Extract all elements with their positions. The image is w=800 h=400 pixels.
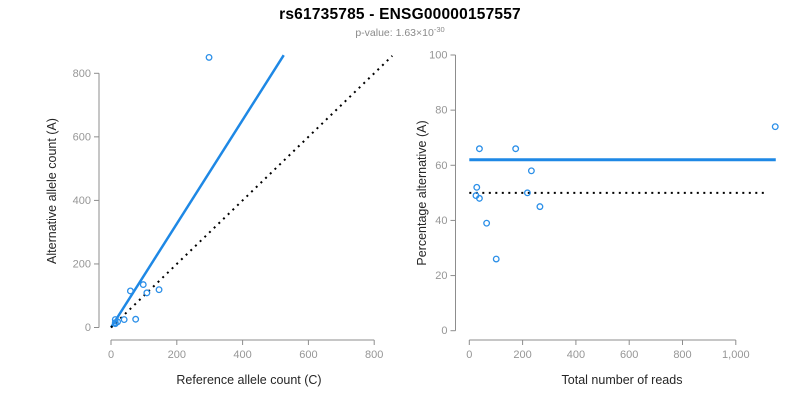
y-tick-label: 200 xyxy=(73,258,91,270)
y-tick-label: 20 xyxy=(435,270,447,282)
x-axis-title: Reference allele count (C) xyxy=(176,373,321,387)
data-point xyxy=(114,318,122,326)
data-point xyxy=(143,289,151,297)
data-point xyxy=(473,183,481,191)
y-tick-label: 600 xyxy=(73,131,91,143)
y-tick-label: 60 xyxy=(435,160,447,172)
fit-line xyxy=(109,54,285,329)
data-point xyxy=(155,286,163,294)
pvalue-label: p-value: 1.63×10 xyxy=(355,27,434,39)
x-tick-label: 0 xyxy=(466,349,472,361)
x-tick-label: 800 xyxy=(365,349,383,361)
identity-line xyxy=(110,55,393,329)
pvalue-exponent: -30 xyxy=(433,25,445,34)
x-tick-label: 600 xyxy=(299,349,317,361)
y-tick-label: 100 xyxy=(429,50,447,62)
plot-title: rs61735785 - ENSG00000157557 xyxy=(279,6,521,23)
data-point xyxy=(483,219,491,227)
y-axis-title: Alternative allele count (A) xyxy=(45,118,59,264)
data-point xyxy=(139,281,147,289)
y-tick-label: 0 xyxy=(441,325,447,337)
y-axis-title: Percentage alternative (A) xyxy=(415,120,429,265)
x-tick-label: 1,000 xyxy=(722,349,750,361)
data-point xyxy=(771,123,779,131)
x-axis-title: Total number of reads xyxy=(562,373,683,387)
x-tick-label: 200 xyxy=(168,349,186,361)
y-tick-label: 800 xyxy=(73,68,91,80)
x-tick-label: 200 xyxy=(513,349,531,361)
y-tick-label: 80 xyxy=(435,105,447,117)
data-point xyxy=(512,145,520,153)
data-point xyxy=(475,145,483,153)
allele-counts-scatter: 0 200 400 600 800 0 200 400 600 800 Reference alle… xyxy=(45,53,393,387)
data-point xyxy=(527,167,535,175)
percentage-vs-reads-scatter: 0 20 40 60 80 100 0 200 400 600 800 1,000 Total numb… xyxy=(415,50,779,387)
data-point xyxy=(205,53,213,61)
data-point xyxy=(523,189,531,197)
plot-subtitle: p-value: 1.63×10-30 xyxy=(0,25,800,39)
x-tick-label: 400 xyxy=(233,349,251,361)
data-point xyxy=(126,287,134,295)
data-point xyxy=(475,194,483,202)
data-point xyxy=(132,315,140,323)
data-point xyxy=(120,316,128,324)
data-point xyxy=(492,255,500,263)
y-tick-label: 40 xyxy=(435,215,447,227)
y-tick-label: 400 xyxy=(73,195,91,207)
x-tick-label: 400 xyxy=(567,349,585,361)
x-tick-label: 0 xyxy=(108,349,114,361)
data-point xyxy=(536,203,544,211)
x-tick-label: 600 xyxy=(620,349,638,361)
x-tick-label: 800 xyxy=(673,349,691,361)
y-tick-label: 0 xyxy=(85,322,91,334)
